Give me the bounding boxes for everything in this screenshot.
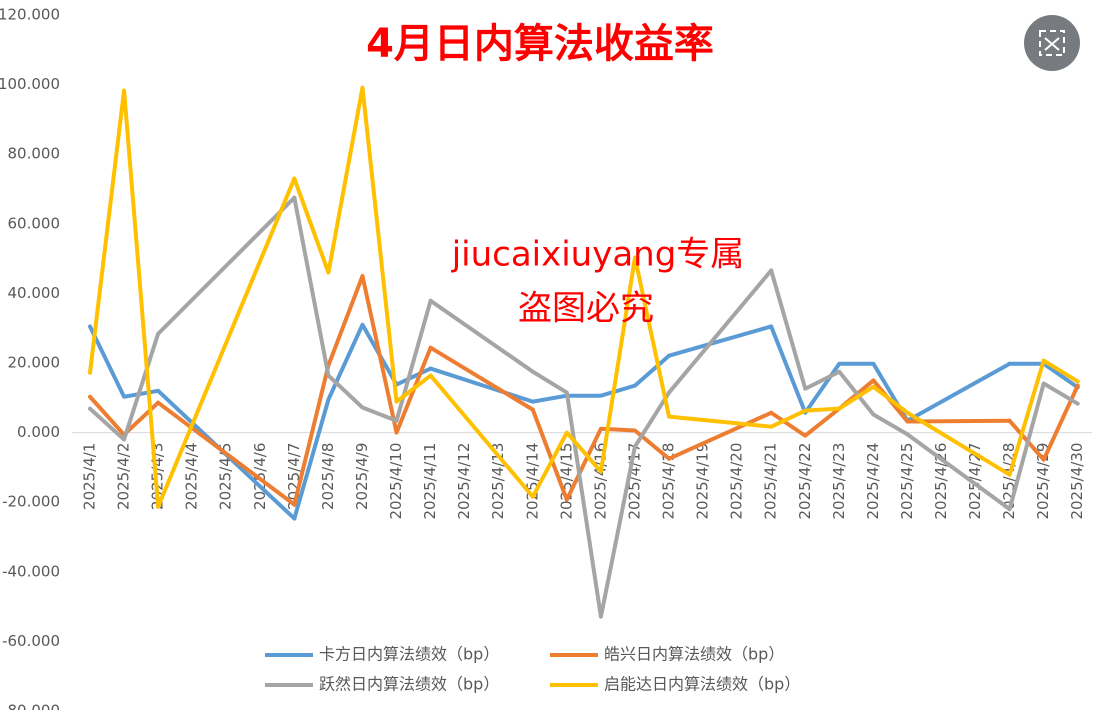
series-line — [530, 407, 672, 502]
y-tick-label: -60.000 — [2, 632, 60, 650]
x-tick-label: 2025/4/8 — [319, 443, 337, 510]
x-tick-label: 2025/4/1 — [81, 443, 99, 510]
series-line — [88, 88, 161, 509]
x-tick-label: 2025/4/20 — [728, 443, 746, 520]
series-line — [530, 353, 672, 404]
y-tick-label: 0.000 — [17, 423, 60, 441]
series-line — [769, 268, 910, 437]
gap-bridge — [905, 432, 1012, 512]
gap-bridge — [667, 414, 774, 429]
series-line — [769, 324, 910, 423]
x-tick-label: 2025/4/30 — [1068, 443, 1086, 520]
series-line — [1007, 381, 1080, 512]
x-tick-label: 2025/4/15 — [557, 443, 575, 520]
gap-bridge — [428, 373, 535, 499]
gap-bridge — [905, 361, 1012, 423]
series-line — [1007, 358, 1080, 477]
gap-bridge — [428, 345, 535, 412]
series-line — [292, 85, 433, 404]
y-tick-label: 100.000 — [0, 75, 60, 93]
translate-icon[interactable] — [1024, 15, 1080, 71]
x-tick-label: 2025/4/24 — [864, 443, 882, 520]
x-tick-label: 2025/4/11 — [421, 443, 439, 520]
icon-glyph — [1044, 37, 1060, 51]
x-tick-label: 2025/4/4 — [183, 443, 201, 510]
x-tick-label: 2025/4/22 — [796, 443, 814, 520]
legend-label: 启能达日内算法绩效（bp） — [604, 675, 800, 694]
y-tick-label: 80.000 — [8, 145, 61, 163]
legend-label: 跃然日内算法绩效（bp） — [319, 675, 499, 694]
x-tick-label: 2025/4/2 — [115, 443, 133, 510]
watermark: jiucaixiuyang专属 — [451, 235, 745, 275]
x-tick-label: 2025/4/25 — [898, 443, 916, 520]
series-line — [88, 324, 161, 399]
series-line — [292, 274, 433, 507]
y-tick-label: -20.000 — [2, 493, 60, 511]
gap-bridge — [156, 400, 297, 507]
x-tick-label: 2025/4/9 — [353, 443, 371, 510]
series-line — [769, 384, 910, 429]
gap-bridge — [667, 324, 774, 358]
x-tick-label: 2025/4/21 — [762, 443, 780, 520]
y-tick-label: 120.000 — [0, 6, 60, 24]
x-tick-label: 2025/4/14 — [523, 443, 541, 520]
x-tick-label: 2025/4/16 — [591, 443, 609, 520]
legend-label: 皓兴日内算法绩效（bp） — [604, 645, 784, 664]
legend-label: 卡方日内算法绩效（bp） — [319, 645, 499, 664]
y-tick-label: 20.000 — [8, 354, 61, 372]
gap-bridge — [667, 268, 774, 395]
watermark: 盗图必究 — [518, 289, 654, 329]
series-line — [292, 195, 433, 423]
x-tick-label: 2025/4/19 — [694, 443, 712, 520]
y-tick-label: -40.000 — [2, 562, 60, 580]
y-tick-label: -80.000 — [2, 702, 60, 710]
x-tick-label: 2025/4/27 — [966, 443, 984, 520]
gap-bridge — [156, 176, 297, 509]
gap-bridge — [156, 195, 297, 336]
x-tick-label: 2025/4/12 — [455, 443, 473, 520]
gap-bridge — [428, 298, 535, 374]
x-tick-label: 2025/4/18 — [660, 443, 678, 520]
x-tick-label: 2025/4/29 — [1034, 443, 1052, 520]
gap-bridge — [905, 410, 1012, 477]
gap-bridge — [428, 366, 535, 404]
icon-frame — [1039, 30, 1065, 56]
chart-title: 4月日内算法收益率 — [366, 21, 714, 67]
series-line — [530, 255, 672, 499]
y-tick-label: 60.000 — [8, 214, 61, 232]
gap-bridge — [667, 410, 774, 461]
y-tick-label: 40.000 — [8, 284, 61, 302]
x-tick-label: 2025/4/10 — [387, 443, 405, 520]
series-line — [530, 369, 672, 619]
x-tick-label: 2025/4/23 — [830, 443, 848, 520]
